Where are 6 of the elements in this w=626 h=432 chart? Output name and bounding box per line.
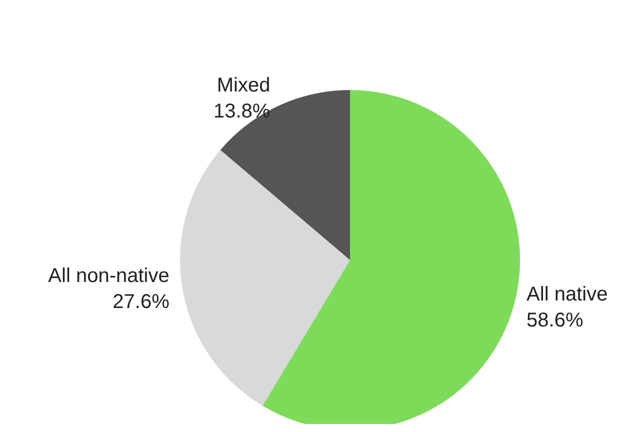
slice-label: Mixed [216,74,270,96]
data-label: 13.8% [214,100,270,122]
slice-label: All native [526,284,608,306]
data-label: 27.6% [112,290,170,313]
data-label: 58.6% [526,310,584,332]
slice-label: All non-native [48,264,170,287]
